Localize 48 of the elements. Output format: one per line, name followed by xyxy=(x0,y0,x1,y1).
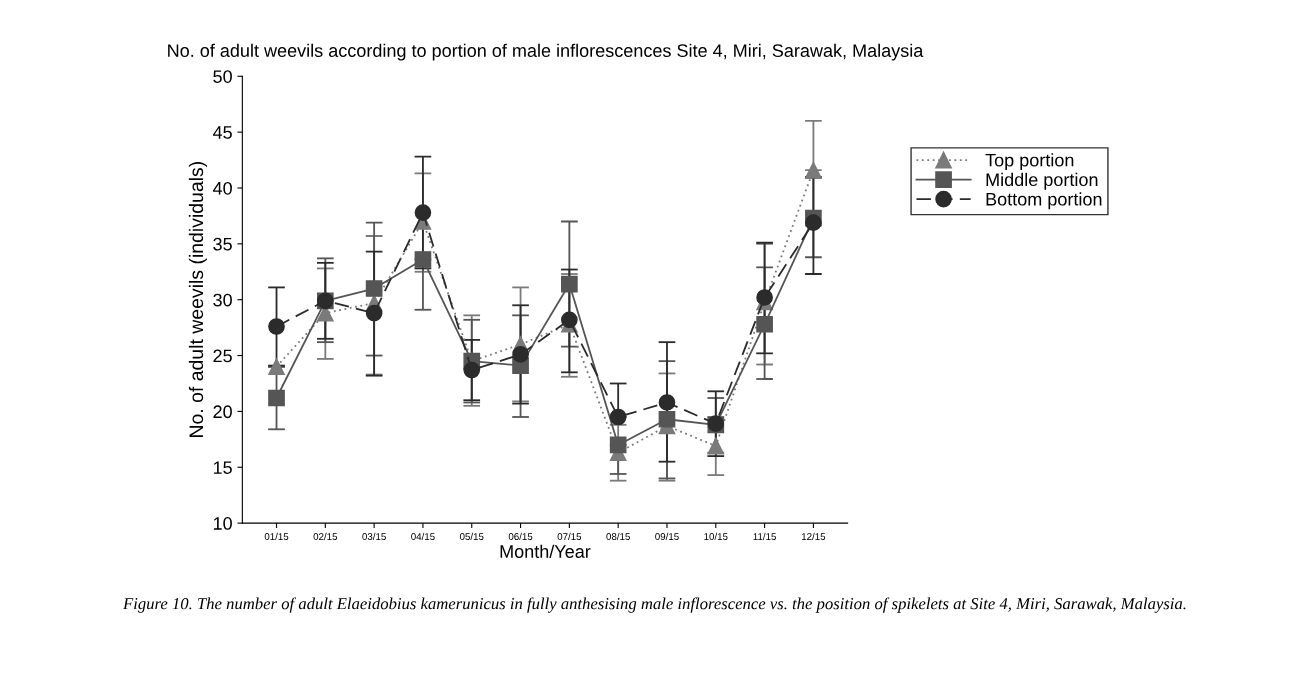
x-tick-label: 05/15 xyxy=(459,532,484,540)
point xyxy=(414,251,432,268)
point xyxy=(756,315,773,333)
x-tick-label: 02/15 xyxy=(313,532,338,540)
point xyxy=(805,214,822,231)
point xyxy=(268,358,285,376)
point xyxy=(805,161,822,179)
y-tick-label: 50 xyxy=(213,70,232,83)
y-tick-label: 25 xyxy=(213,349,232,363)
point xyxy=(707,437,725,455)
point xyxy=(658,394,676,411)
x-tick-label: 12/15 xyxy=(801,532,826,540)
y-tick-label: 20 xyxy=(213,405,232,419)
legend-label: Middle portion xyxy=(986,172,1098,190)
point xyxy=(365,280,383,297)
x-tick-label: 01/15 xyxy=(264,532,289,540)
x-tick-label: 06/15 xyxy=(508,532,533,540)
x-tick-label: 10/15 xyxy=(704,532,728,540)
y-tick-label: 15 xyxy=(213,461,232,474)
y-tick-label: 40 xyxy=(212,181,232,195)
x-tick-label: 03/15 xyxy=(362,532,386,540)
y-tick-label: 35 xyxy=(213,237,232,251)
x-tick-label: 11/15 xyxy=(753,532,776,540)
y-axis-title: No. of adult weevils (individuals) xyxy=(188,162,207,437)
point xyxy=(561,275,578,293)
y-tick-label: 30 xyxy=(213,293,232,307)
point xyxy=(609,436,627,454)
legend-label: Bottom portion xyxy=(986,192,1102,210)
y-tick-label: 45 xyxy=(212,126,232,139)
legend-label: Top portion xyxy=(985,153,1074,171)
point xyxy=(414,204,432,221)
x-tick-label: 08/15 xyxy=(606,532,630,540)
point xyxy=(756,289,773,306)
point xyxy=(658,410,676,428)
point xyxy=(609,408,627,426)
point xyxy=(268,318,285,335)
y-tick-label: 10 xyxy=(213,517,232,530)
point xyxy=(268,389,285,407)
x-axis-title: Month/Year xyxy=(500,544,591,558)
x-tick-label: 09/15 xyxy=(655,532,679,540)
caption: Figure 10. The number of adult Elaeidobius kamerunicus in fully anthesising male inflorescence vs. the position of spikelets at Site 4, Miri, Sarawak, Malaysia. xyxy=(122,597,1186,613)
x-tick-label: 07/15 xyxy=(557,532,582,540)
point xyxy=(365,304,383,322)
point xyxy=(463,361,481,379)
chart-title: No. of adult weevils according to portion of male inflorescences Site 4, Miri, Sarawak, Malaysia xyxy=(168,43,924,61)
point xyxy=(512,346,529,363)
point xyxy=(561,311,578,329)
x-tick-label: 04/15 xyxy=(411,532,435,540)
